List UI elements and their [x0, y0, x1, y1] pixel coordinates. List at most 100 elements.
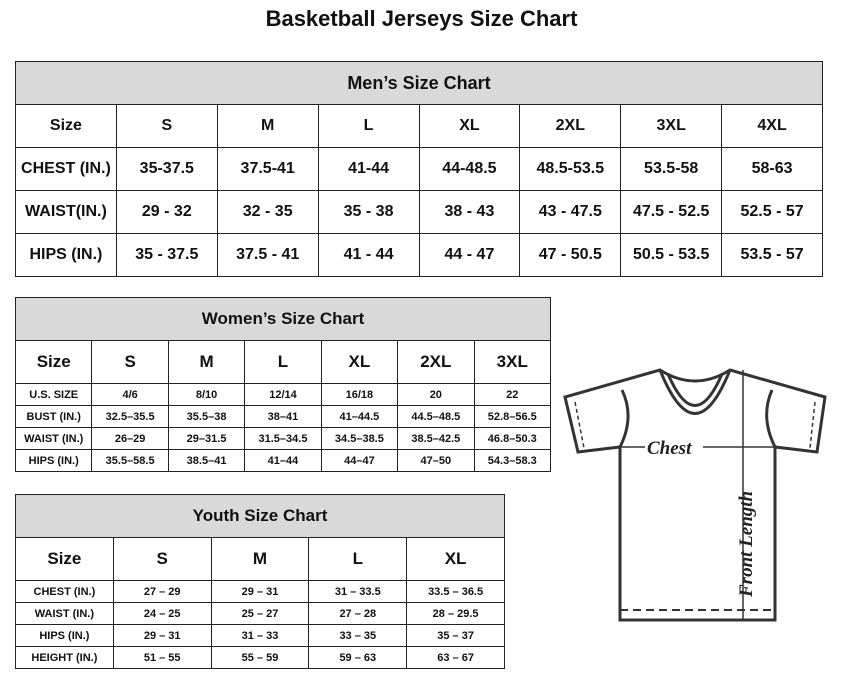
value-cell: 46.8–50.3	[473, 427, 552, 450]
chest-label: Chest	[647, 438, 692, 459]
page-title: Basketball Jerseys Size Chart	[265, 6, 578, 31]
value-cell: 28 – 29.5	[406, 602, 505, 625]
value-cell: 37.5 - 41	[216, 233, 319, 277]
header-cell: L	[244, 340, 322, 384]
value-cell: 27 – 29	[112, 580, 212, 603]
header-cell: 4XL	[721, 104, 823, 148]
table-row: HIPS (IN.) 35 - 37.5 37.5 - 41 41 - 44 44 - …	[15, 233, 823, 277]
value-cell: 38.5–41	[167, 449, 246, 472]
value-cell: 35 - 37.5	[115, 233, 218, 277]
value-cell: 27 – 28	[308, 602, 408, 625]
value-cell: 38.5–42.5	[397, 427, 475, 450]
table-row: WAIST (IN.) 26–29 29–31.5 31.5–34.5 34.5–38.…	[14, 427, 552, 450]
value-cell: 12/14	[244, 383, 322, 406]
value-cell: 20	[397, 383, 475, 406]
value-cell: 32.5–35.5	[91, 405, 169, 428]
value-cell: 34.5–38.5	[320, 427, 399, 450]
value-cell: 41 - 44	[317, 233, 420, 277]
value-cell: 24 – 25	[112, 602, 212, 625]
header-cell: 2XL	[397, 340, 475, 384]
value-cell: 31.5–34.5	[244, 427, 322, 450]
table-row: CHEST (IN.) 35-37.5 37.5-41 41-44 44-48.5 48.…	[15, 147, 823, 191]
value-cell: 29 – 31	[210, 580, 310, 603]
header-cell: L	[308, 537, 408, 581]
value-cell: 32 - 35	[216, 190, 319, 234]
value-cell: 47–50	[397, 449, 475, 472]
header-cell: Size	[15, 537, 114, 581]
table-row: WAIST (IN.) 24 – 25 25 – 27 27 – 28 28 – 29.…	[15, 602, 505, 625]
value-cell: 63 – 67	[406, 646, 505, 669]
value-cell: 41-44	[317, 147, 420, 191]
header-cell: Size	[14, 340, 93, 384]
header-row: Size S M L XL 2XL 3XL	[14, 340, 552, 384]
header-cell: 2XL	[519, 104, 622, 148]
value-cell: 35 - 38	[317, 190, 420, 234]
value-cell: 35.5–38	[167, 405, 246, 428]
youth-size-table: Youth Size Chart Size S M L XL CHEST (IN.) 27 –…	[15, 494, 505, 669]
header-cell: S	[91, 340, 169, 384]
value-cell: 53.5 - 57	[721, 233, 823, 277]
value-cell: 33.5 – 36.5	[406, 580, 505, 603]
row-label: U.S. SIZE	[14, 383, 93, 406]
value-cell: 37.5-41	[216, 147, 319, 191]
header-cell: XL	[418, 104, 521, 148]
value-cell: 52.5 - 57	[721, 190, 823, 234]
header-cell: M	[167, 340, 246, 384]
value-cell: 22	[473, 383, 552, 406]
value-cell: 47 - 50.5	[519, 233, 622, 277]
value-cell: 31 – 33	[210, 624, 310, 647]
value-cell: 53.5-58	[620, 147, 723, 191]
value-cell: 31 – 33.5	[308, 580, 408, 603]
row-label: HEIGHT (IN.)	[15, 646, 114, 669]
header-cell: S	[115, 104, 218, 148]
value-cell: 4/6	[91, 383, 169, 406]
row-label: BUST (IN.)	[14, 405, 93, 428]
value-cell: 33 – 35	[308, 624, 408, 647]
value-cell: 29 - 32	[115, 190, 218, 234]
row-label: HIPS (IN.)	[15, 233, 117, 277]
table-row: CHEST (IN.) 27 – 29 29 – 31 31 – 33.5 33.5 –…	[15, 580, 505, 603]
value-cell: 16/18	[320, 383, 399, 406]
table-row: U.S. SIZE 4/6 8/10 12/14 16/18 20 22	[14, 383, 552, 406]
value-cell: 44 - 47	[418, 233, 521, 277]
value-cell: 26–29	[91, 427, 169, 450]
value-cell: 52.8–56.5	[473, 405, 552, 428]
table-caption: Women’s Size Chart	[15, 297, 551, 341]
value-cell: 35 – 37	[406, 624, 505, 647]
row-label: CHEST (IN.)	[15, 580, 114, 603]
header-cell: M	[216, 104, 319, 148]
header-cell: Size	[15, 104, 117, 148]
row-label: HIPS (IN.)	[15, 624, 114, 647]
header-cell: XL	[320, 340, 399, 384]
value-cell: 35.5–58.5	[91, 449, 169, 472]
jersey-diagram: Chest Front Length	[563, 368, 827, 622]
value-cell: 44-48.5	[418, 147, 521, 191]
header-row: Size S M L XL 2XL 3XL 4XL	[15, 104, 823, 148]
header-row: Size S M L XL	[15, 537, 505, 581]
value-cell: 29 – 31	[112, 624, 212, 647]
value-cell: 44–47	[320, 449, 399, 472]
womens-size-table: Women’s Size Chart Size S M L XL 2XL 3XL U.S. SI…	[14, 297, 552, 472]
header-cell: XL	[406, 537, 505, 581]
value-cell: 59 – 63	[308, 646, 408, 669]
row-label: WAIST (IN.)	[15, 602, 114, 625]
value-cell: 51 – 55	[112, 646, 212, 669]
row-label: WAIST(IN.)	[15, 190, 117, 234]
table-row: HIPS (IN.) 29 – 31 31 – 33 33 – 35 35 – 37	[15, 624, 505, 647]
value-cell: 48.5-53.5	[519, 147, 622, 191]
value-cell: 44.5–48.5	[397, 405, 475, 428]
value-cell: 50.5 - 53.5	[620, 233, 723, 277]
row-label: WAIST (IN.)	[14, 427, 93, 450]
header-cell: 3XL	[473, 340, 552, 384]
front-length-label: Front Length	[736, 491, 757, 598]
row-label: CHEST (IN.)	[15, 147, 117, 191]
value-cell: 38 - 43	[418, 190, 521, 234]
value-cell: 55 – 59	[210, 646, 310, 669]
value-cell: 47.5 - 52.5	[620, 190, 723, 234]
header-cell: L	[317, 104, 420, 148]
header-cell: M	[210, 537, 310, 581]
value-cell: 35-37.5	[115, 147, 218, 191]
value-cell: 41–44	[244, 449, 322, 472]
header-cell: S	[112, 537, 212, 581]
value-cell: 54.3–58.3	[473, 449, 552, 472]
